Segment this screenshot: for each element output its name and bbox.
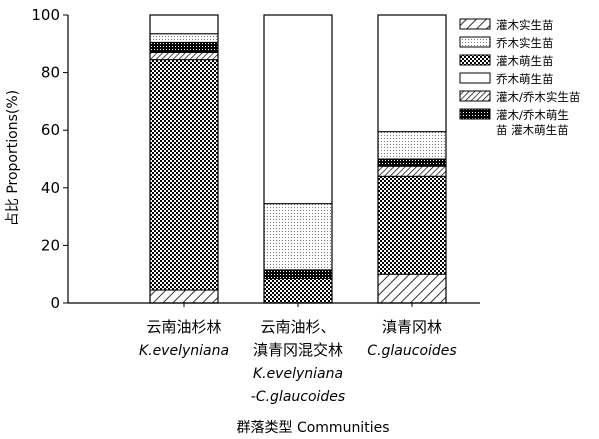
bar-segment-3-7 [377, 131, 447, 160]
legend-swatch [459, 54, 491, 66]
y-tick-label: 0 [50, 294, 60, 312]
bar-segment-2-3 [263, 278, 333, 304]
plot-area: 0 20 40 60 80 100 云南油杉林 K.evelyniana 云南油杉、滇青冈混交林… [31, 6, 580, 405]
bar-segment-1-8 [149, 14, 219, 35]
bar-segment-3-8 [377, 14, 447, 133]
y-tick-label: 80 [41, 64, 60, 82]
bar-segment-2-7 [263, 203, 333, 271]
x-axis-title: 群落类型 Communities [237, 420, 390, 436]
legend-swatch [459, 90, 491, 102]
legend-swatch [459, 108, 491, 120]
legend-label: 灌木实生苗 [496, 18, 554, 32]
legend-label: 灌木/乔木萌生 [496, 108, 569, 122]
y-tick-label: 20 [41, 236, 60, 254]
category-latin-label: -C.glaucoides [251, 389, 345, 405]
category-label: 云南油杉、 [260, 318, 335, 336]
category-label: 云南油杉林 [146, 318, 221, 336]
y-axis-title: 占比 Proportions(%) [5, 90, 21, 226]
category-latin-label: C.glaucoides [367, 343, 456, 359]
bar-segment-2-8 [263, 14, 333, 205]
category-label: 滇青冈林 [382, 318, 442, 336]
legend-swatch [459, 18, 491, 30]
legend-swatch [459, 36, 491, 48]
legend-label: 乔木实生苗 [496, 36, 554, 50]
bar-segment-3-6 [377, 158, 447, 167]
legend-label: 灌木/乔木实生苗 [496, 90, 580, 104]
legend-label: 乔木萌生苗 [496, 72, 554, 86]
legend-label: 苗 灌木萌生苗 [496, 123, 569, 137]
bar-segment-1-6 [149, 41, 219, 53]
bar-segment-3-1 [377, 273, 447, 304]
category-label: 滇青冈混交林 [253, 341, 343, 359]
bar-segment-1-7 [149, 33, 219, 43]
bar-segment-1-1 [149, 289, 219, 304]
category-latin-label: K.evelyniana [139, 343, 229, 359]
bar-segment-3-5 [377, 165, 447, 177]
legend-label: 灌木萌生苗 [496, 54, 554, 68]
y-tick-label: 40 [41, 179, 60, 197]
bar-segment-2-6 [263, 269, 333, 280]
category-latin-label: K.evelyniana [253, 366, 343, 382]
y-tick-label: 100 [31, 6, 60, 24]
y-tick-label: 60 [41, 121, 60, 139]
bar-segment-1-3 [149, 59, 219, 291]
bar-segment-1-5 [149, 51, 219, 61]
legend-swatch [459, 72, 491, 84]
bar-segment-3-3 [377, 175, 447, 275]
